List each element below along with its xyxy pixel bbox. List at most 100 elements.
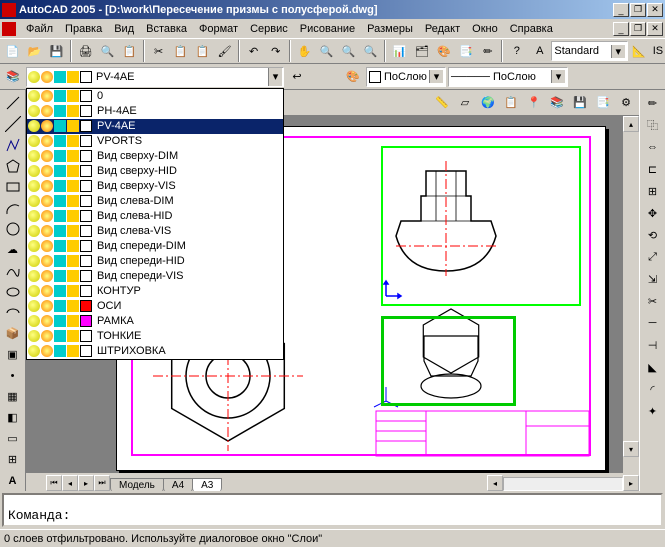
region-icon[interactable]: ▭ <box>2 428 24 449</box>
area-icon[interactable]: ▱ <box>454 92 476 114</box>
trim-icon[interactable]: ✂ <box>642 290 664 312</box>
layer-row[interactable]: Вид сверху-VIS <box>27 179 283 194</box>
extend-icon[interactable]: ─ <box>642 312 664 334</box>
layer-row[interactable]: КОНТУР <box>27 284 283 299</box>
polygon-icon[interactable] <box>2 155 24 176</box>
hatch-icon[interactable]: ▦ <box>2 386 24 407</box>
menu-Файл[interactable]: Файл <box>20 21 59 37</box>
menu-Справка[interactable]: Справка <box>504 21 559 37</box>
open-icon[interactable]: 📂 <box>24 40 45 62</box>
save-icon[interactable]: 💾 <box>46 40 67 62</box>
vscrollbar[interactable]: ▴ ▾ <box>623 116 639 473</box>
revcloud-icon[interactable]: ☁ <box>2 239 24 260</box>
color-dropdown[interactable]: ПоСлою▾ <box>366 67 446 87</box>
tab-next-icon[interactable]: ▸ <box>78 475 94 491</box>
hscroll-right-icon[interactable]: ▸ <box>623 475 639 491</box>
ellipsearc-icon[interactable] <box>2 302 24 323</box>
viewport[interactable] <box>381 146 581 306</box>
close-button[interactable]: ✕ <box>647 3 663 17</box>
xline-icon[interactable] <box>2 113 24 134</box>
tab-prev-icon[interactable]: ◂ <box>62 475 78 491</box>
gradient-icon[interactable]: ◧ <box>2 407 24 428</box>
dc-icon[interactable]: 🗂 <box>411 40 432 62</box>
pline-icon[interactable] <box>2 134 24 155</box>
scroll-down-icon[interactable]: ▾ <box>623 441 639 457</box>
tab-last-icon[interactable]: ⏭ <box>94 475 110 491</box>
arc-icon[interactable] <box>2 197 24 218</box>
line-icon[interactable] <box>2 92 24 113</box>
menu-Редакт[interactable]: Редакт <box>419 21 466 37</box>
layer-row[interactable]: Вид спереди-HID <box>27 254 283 269</box>
layer-row[interactable]: Вид слева-VIS <box>27 224 283 239</box>
publish-icon[interactable]: 📋 <box>119 40 140 62</box>
layer-row[interactable]: PH-4AE <box>27 104 283 119</box>
mk-icon[interactable]: ✏ <box>477 40 498 62</box>
maximize-button[interactable]: ❐ <box>630 3 646 17</box>
move-icon[interactable]: ✥ <box>642 202 664 224</box>
pan-icon[interactable]: ✋ <box>294 40 315 62</box>
menu-Рисование[interactable]: Рисование <box>294 21 361 37</box>
minimize-button[interactable]: _ <box>613 3 629 17</box>
layer-prev-icon[interactable]: ↩ <box>286 66 308 88</box>
layer-row[interactable]: ТОНКИЕ <box>27 329 283 344</box>
viewport[interactable] <box>381 316 516 406</box>
menu-Формат[interactable]: Формат <box>193 21 244 37</box>
ssm2-icon[interactable]: 📑 <box>592 92 614 114</box>
explode-icon[interactable]: ✦ <box>642 400 664 422</box>
save2-icon[interactable]: 💾 <box>569 92 591 114</box>
zoom-prev-icon[interactable]: 🔍 <box>360 40 381 62</box>
preview-icon[interactable]: 🔍 <box>97 40 118 62</box>
rect-icon[interactable] <box>2 176 24 197</box>
menu-Сервис[interactable]: Сервис <box>244 21 294 37</box>
list-icon[interactable]: 📋 <box>500 92 522 114</box>
print-icon[interactable]: 🖨 <box>75 40 96 62</box>
zoom-rt-icon[interactable]: 🔍 <box>316 40 337 62</box>
dimstyle-icon[interactable]: 📐 <box>629 40 650 62</box>
layers2-icon[interactable]: 📚 <box>546 92 568 114</box>
color-icon[interactable]: 🎨 <box>342 66 364 88</box>
point-icon[interactable]: • <box>2 365 24 386</box>
erase-icon[interactable]: ✏ <box>642 92 664 114</box>
fillet-icon[interactable]: ◜ <box>642 378 664 400</box>
menu-Размеры[interactable]: Размеры <box>361 21 419 37</box>
layer-row[interactable]: Вид слева-DIM <box>27 194 283 209</box>
cut-icon[interactable]: ✂ <box>148 40 169 62</box>
ellipse-icon[interactable] <box>2 281 24 302</box>
stretch-icon[interactable]: ⇲ <box>642 268 664 290</box>
scroll-up-icon[interactable]: ▴ <box>623 116 639 132</box>
array-icon[interactable]: ⊞ <box>642 180 664 202</box>
scale-icon[interactable]: ⤢ <box>642 246 664 268</box>
layer-row[interactable]: VPORTS <box>27 134 283 149</box>
props-icon[interactable]: 📊 <box>389 40 410 62</box>
tab-A4[interactable]: A4 <box>163 478 193 491</box>
hscrollbar[interactable] <box>503 477 623 491</box>
layer-row[interactable]: ШТРИХОВКА <box>27 344 283 359</box>
menu-Вид[interactable]: Вид <box>108 21 140 37</box>
offset-icon[interactable]: ⊏ <box>642 158 664 180</box>
ssm-icon[interactable]: 📑 <box>455 40 476 62</box>
mdi-restore[interactable]: ❐ <box>630 22 646 36</box>
linetype-dropdown[interactable]: ─────ПоСлою▾ <box>448 67 568 87</box>
copy-icon[interactable]: 📋 <box>170 40 191 62</box>
layer-row[interactable]: PV-4AE <box>27 119 283 134</box>
block-icon[interactable]: ▣ <box>2 344 24 365</box>
layer-row[interactable]: 0 <box>27 89 283 104</box>
new-icon[interactable]: 📄 <box>2 40 23 62</box>
zoom-win-icon[interactable]: 🔍 <box>338 40 359 62</box>
help-icon[interactable]: ? <box>506 40 527 62</box>
id-icon[interactable]: 📍 <box>523 92 545 114</box>
undo-icon[interactable]: ↶ <box>243 40 264 62</box>
paste-icon[interactable]: 📋 <box>192 40 213 62</box>
layer-dropdown[interactable]: PV-4AE ▾ 0PH-4AEPV-4AEVPORTSВид сверху-D… <box>26 67 284 87</box>
layer-row[interactable]: Вид слева-HID <box>27 209 283 224</box>
layer-row[interactable]: Вид спереди-VIS <box>27 269 283 284</box>
circle-icon[interactable] <box>2 218 24 239</box>
textstyle-dropdown[interactable]: Standard▾ <box>551 41 627 61</box>
menu-Вставка[interactable]: Вставка <box>140 21 193 37</box>
tp-icon[interactable]: 🎨 <box>433 40 454 62</box>
layer-row[interactable]: Вид сверху-DIM <box>27 149 283 164</box>
tab-A3[interactable]: A3 <box>192 478 222 491</box>
region2-icon[interactable]: 🌍 <box>477 92 499 114</box>
mirror-icon[interactable]: ⇔ <box>642 136 664 158</box>
copy2-icon[interactable]: ⿻ <box>642 114 664 136</box>
